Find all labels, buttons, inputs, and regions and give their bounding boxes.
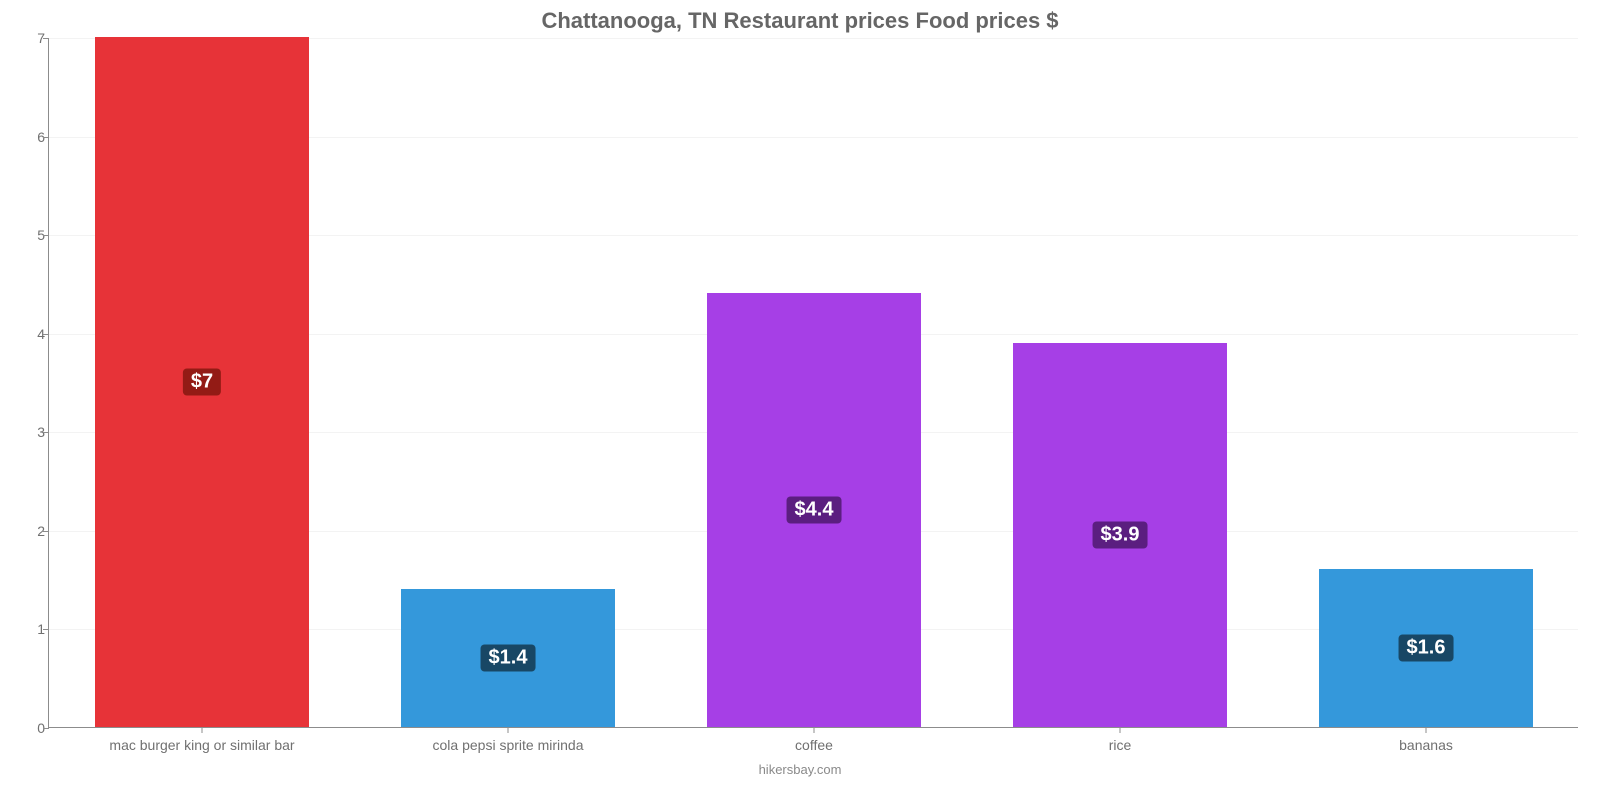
x-category-label: coffee — [795, 737, 833, 753]
y-tick-label: 2 — [25, 523, 45, 539]
x-category-label: cola pepsi sprite mirinda — [433, 737, 584, 753]
y-tick-label: 1 — [25, 621, 45, 637]
attribution-text: hikersbay.com — [0, 762, 1600, 777]
y-tick-mark — [43, 531, 49, 532]
plot-area: 01234567$7mac burger king or similar bar… — [48, 38, 1578, 728]
value-badge: $1.4 — [481, 645, 536, 672]
value-badge: $7 — [183, 369, 221, 396]
price-bar-chart: Chattanooga, TN Restaurant prices Food p… — [0, 0, 1600, 800]
y-tick-label: 7 — [25, 30, 45, 46]
bar-3: $3.9 — [1013, 343, 1227, 727]
x-category-label: rice — [1109, 737, 1132, 753]
value-badge: $3.9 — [1093, 521, 1148, 548]
x-category-label: mac burger king or similar bar — [109, 737, 294, 753]
x-tick-mark — [1426, 727, 1427, 733]
y-tick-mark — [43, 629, 49, 630]
y-tick-mark — [43, 235, 49, 236]
y-tick-mark — [43, 432, 49, 433]
bar-2: $4.4 — [707, 293, 921, 727]
value-badge: $1.6 — [1399, 635, 1454, 662]
bar-1: $1.4 — [401, 589, 615, 727]
x-tick-mark — [1120, 727, 1121, 733]
y-tick-mark — [43, 38, 49, 39]
y-tick-mark — [43, 334, 49, 335]
x-tick-mark — [202, 727, 203, 733]
y-tick-label: 5 — [25, 227, 45, 243]
x-tick-mark — [508, 727, 509, 733]
y-tick-label: 0 — [25, 720, 45, 736]
y-tick-label: 6 — [25, 129, 45, 145]
bar-0: $7 — [95, 37, 309, 727]
y-tick-mark — [43, 728, 49, 729]
value-badge: $4.4 — [787, 497, 842, 524]
x-category-label: bananas — [1399, 737, 1453, 753]
y-tick-label: 3 — [25, 424, 45, 440]
bar-4: $1.6 — [1319, 569, 1533, 727]
x-tick-mark — [814, 727, 815, 733]
y-tick-mark — [43, 137, 49, 138]
chart-title: Chattanooga, TN Restaurant prices Food p… — [0, 8, 1600, 34]
y-tick-label: 4 — [25, 326, 45, 342]
